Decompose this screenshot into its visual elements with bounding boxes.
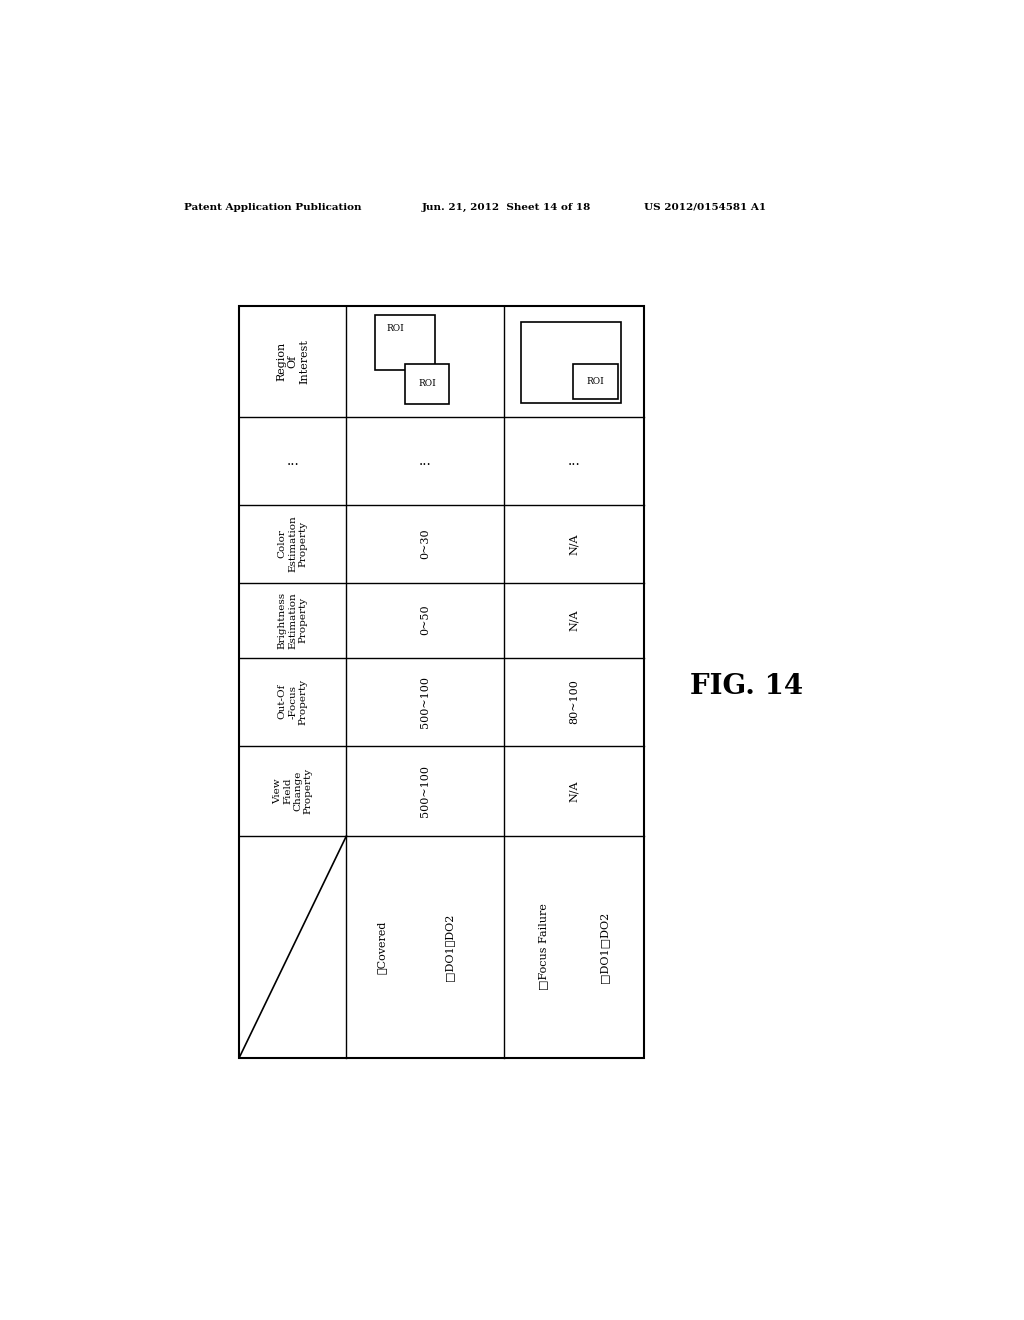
Text: 500~100: 500~100	[420, 764, 430, 817]
Text: Patent Application Publication: Patent Application Publication	[183, 203, 361, 211]
Bar	[375, 314, 435, 371]
Text: ☑Covered: ☑Covered	[376, 920, 386, 974]
Bar	[521, 322, 622, 403]
Text: Brightness
Estimation
Property: Brightness Estimation Property	[278, 591, 307, 648]
Text: Color
Estimation
Property: Color Estimation Property	[278, 515, 307, 572]
Text: ...: ...	[287, 454, 299, 469]
Text: View
Field
Change
Property: View Field Change Property	[272, 768, 312, 814]
Text: Jun. 21, 2012  Sheet 14 of 18: Jun. 21, 2012 Sheet 14 of 18	[422, 203, 591, 211]
Text: □DO1□DO2: □DO1□DO2	[600, 911, 609, 982]
Text: ROI: ROI	[387, 325, 404, 333]
Text: 0~50: 0~50	[420, 605, 430, 635]
Text: Out-Of
-Focus
Property: Out-Of -Focus Property	[278, 678, 307, 725]
Text: □Focus Failure: □Focus Failure	[539, 903, 548, 990]
Text: N/A: N/A	[569, 533, 579, 554]
Bar	[573, 364, 617, 400]
Text: ...: ...	[567, 454, 581, 469]
Text: □DO1☑DO2: □DO1☑DO2	[444, 913, 454, 981]
Bar	[240, 306, 644, 1057]
Text: FIG. 14: FIG. 14	[690, 673, 804, 701]
Text: ROI: ROI	[418, 379, 436, 388]
Text: 500~100: 500~100	[420, 676, 430, 727]
Text: ROI: ROI	[587, 378, 604, 387]
Bar	[404, 364, 449, 404]
Text: ...: ...	[419, 454, 432, 469]
Text: 80~100: 80~100	[569, 680, 579, 725]
Text: US 2012/0154581 A1: US 2012/0154581 A1	[644, 203, 766, 211]
Text: N/A: N/A	[569, 780, 579, 801]
Text: N/A: N/A	[569, 610, 579, 631]
Text: Region
Of
Interest: Region Of Interest	[276, 339, 309, 384]
Text: 0~30: 0~30	[420, 528, 430, 560]
